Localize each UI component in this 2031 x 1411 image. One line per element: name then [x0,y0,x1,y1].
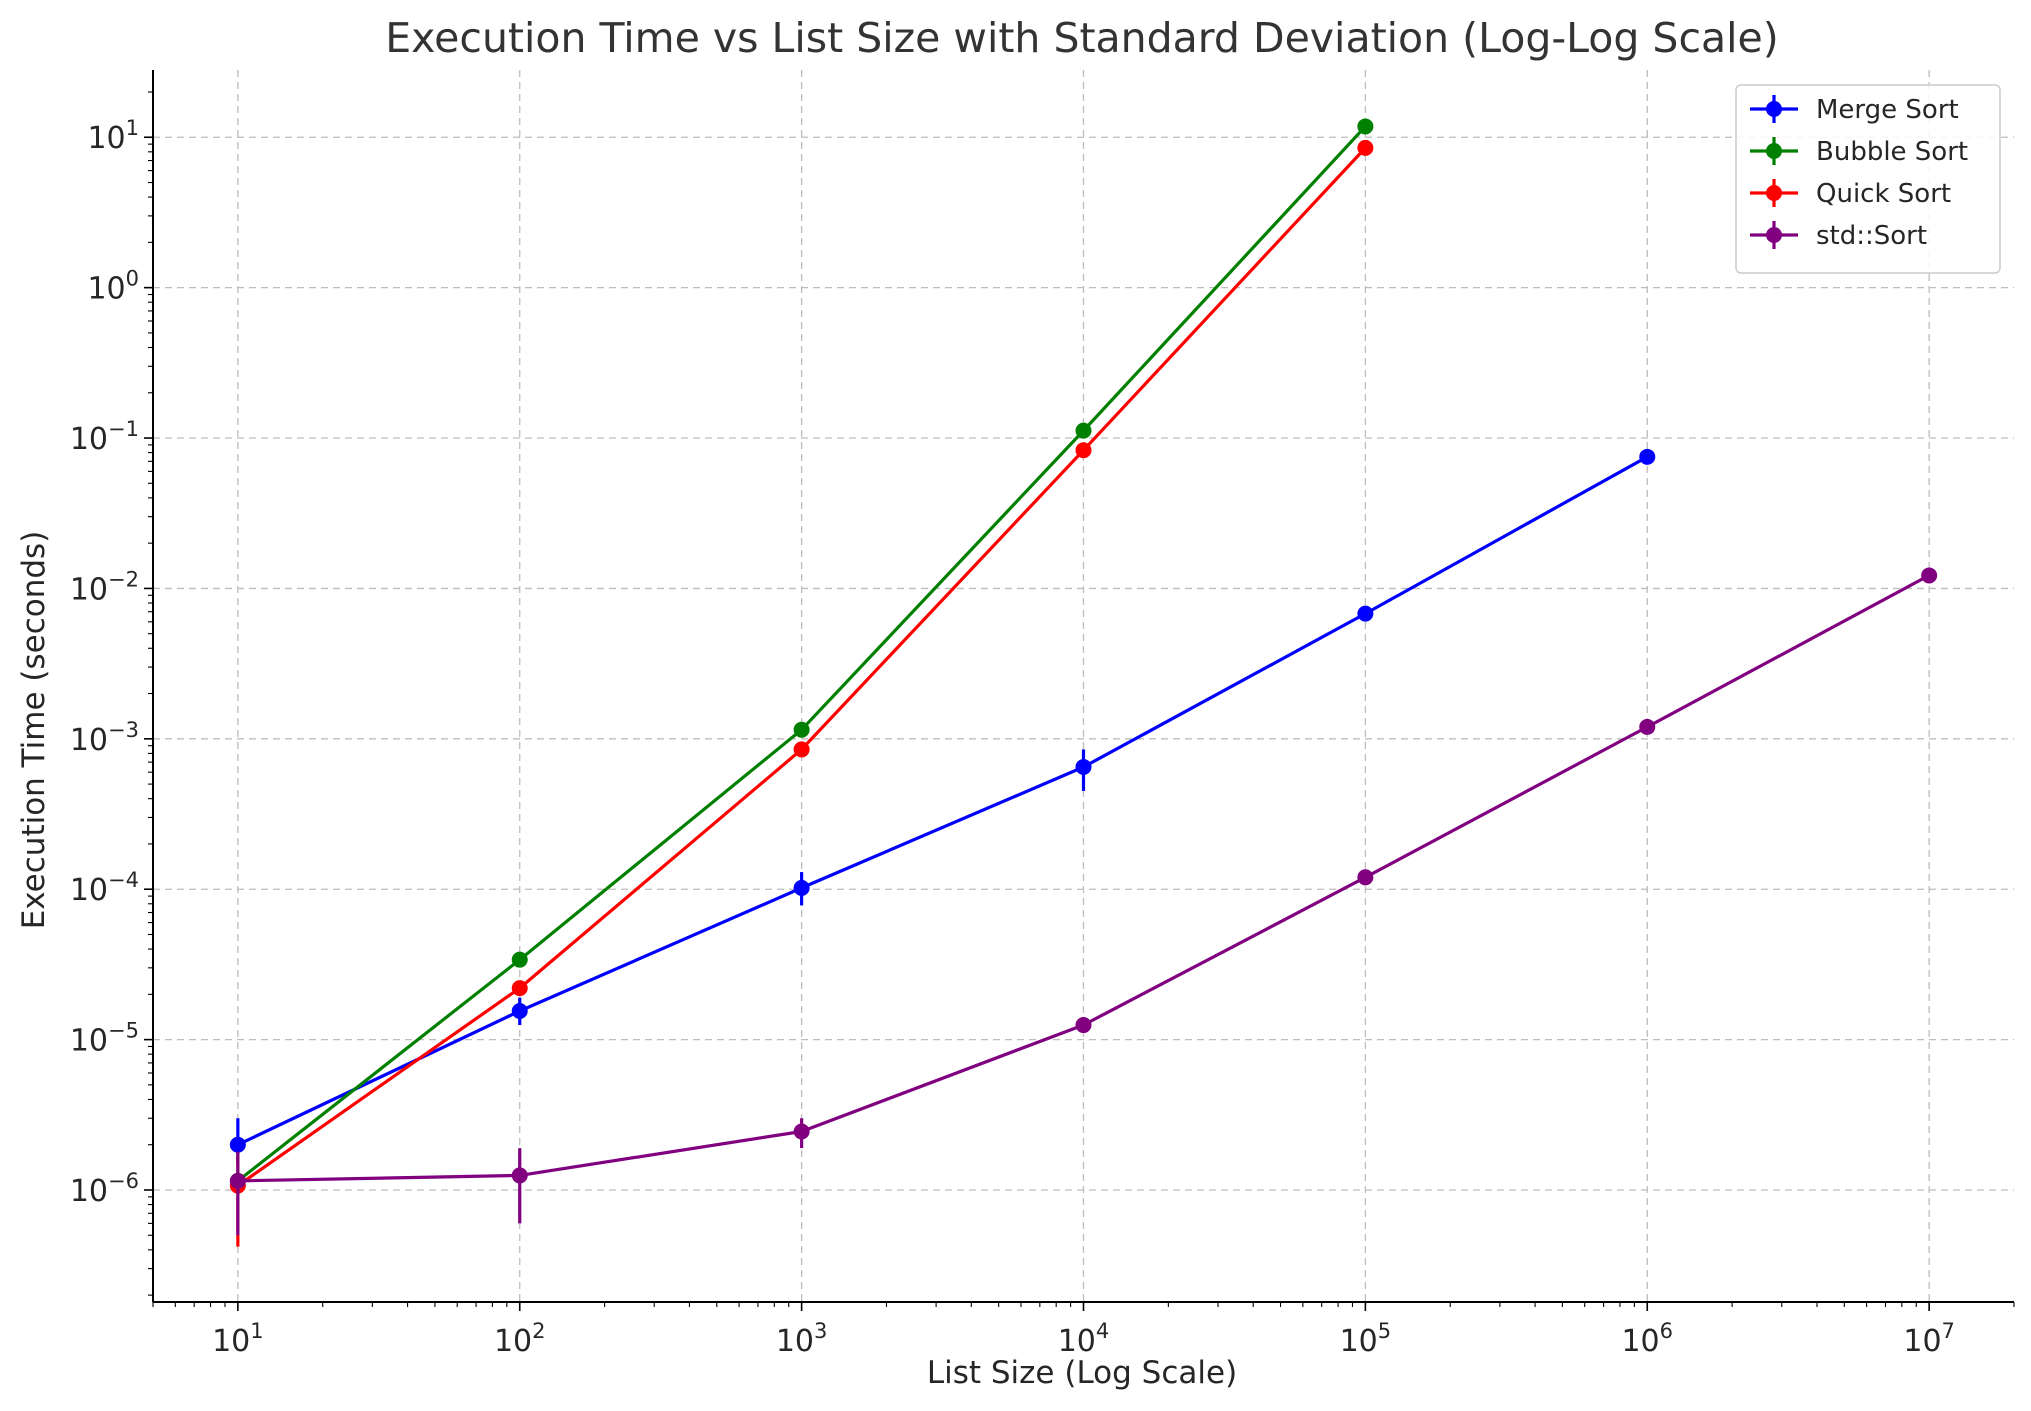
x-tick-label: 106 [1621,1319,1673,1359]
data-point-std-sort [1921,567,1938,584]
data-point-bubble-sort [511,951,528,968]
y-tick-label: 10−5 [70,1019,139,1059]
legend-item-std-sort: std::Sort [1750,221,1927,251]
legend-marker [1766,143,1782,159]
y-axis-title: Execution Time (seconds) [16,531,52,930]
data-point-bubble-sort [793,721,810,738]
data-point-quick-sort [511,980,528,997]
axes: 101 102 103 104 105 106 107 10−6 10−5 10−4 10−3 10−… [70,70,2015,1359]
data-point-quick-sort [793,741,810,758]
data-point-std-sort [229,1172,246,1189]
series-layer [229,118,1938,1247]
series-line-merge-sort [237,455,1649,1147]
legend-label: Quick Sort [1816,179,1951,209]
data-point-quick-sort [1357,139,1374,156]
legend-label: Bubble Sort [1816,137,1968,167]
legend-box [1735,84,2001,274]
data-point-merge-sort [511,1002,528,1019]
x-axis-title: List Size (Log Scale) [927,1355,1237,1391]
data-point-merge-sort [1075,758,1092,775]
data-point-std-sort [1639,718,1656,735]
data-point-std-sort [793,1123,810,1140]
y-tick-label: 101 [87,116,139,156]
legend-marker [1766,101,1782,117]
series-std-sort [229,567,1938,1236]
legend-label: std::Sort [1816,221,1927,251]
data-point-merge-sort [1639,448,1656,465]
y-tick-label: 10−4 [70,868,139,908]
x-tick-label: 105 [1340,1319,1392,1359]
y-tick-label: 10−6 [70,1169,139,1209]
data-point-bubble-sort [1357,118,1374,135]
x-tick-label: 101 [212,1319,264,1359]
x-tick-label: 102 [494,1319,546,1359]
legend-item-merge-sort: Merge Sort [1750,95,1959,125]
y-tick-label: 10−1 [70,417,139,457]
x-tick-label: 103 [776,1319,828,1359]
legend-label: Merge Sort [1816,95,1959,125]
legend-marker [1766,185,1782,201]
data-point-bubble-sort [1075,422,1092,439]
grid-lines [153,70,2014,1302]
series-merge-sort [229,448,1656,1164]
legend-item-quick-sort: Quick Sort [1750,179,1951,209]
data-point-std-sort [511,1167,528,1184]
legend-item-bubble-sort: Bubble Sort [1750,137,1968,167]
data-point-merge-sort [793,879,810,896]
data-point-merge-sort [1357,605,1374,622]
data-point-quick-sort [1075,442,1092,459]
x-tick-label: 104 [1058,1319,1110,1359]
x-tick-label: 107 [1903,1319,1955,1359]
data-point-std-sort [1357,869,1374,886]
chart-title: Execution Time vs List Size with Standar… [385,14,1778,62]
data-point-merge-sort [229,1136,246,1153]
y-tick-label: 10−3 [70,718,139,758]
y-tick-label: 10−2 [70,567,139,607]
axis-labels: Execution Time vs List Size with Standar… [16,14,1779,1391]
legend-marker [1766,227,1782,243]
data-point-std-sort [1075,1017,1092,1034]
y-tick-label: 100 [87,267,139,307]
